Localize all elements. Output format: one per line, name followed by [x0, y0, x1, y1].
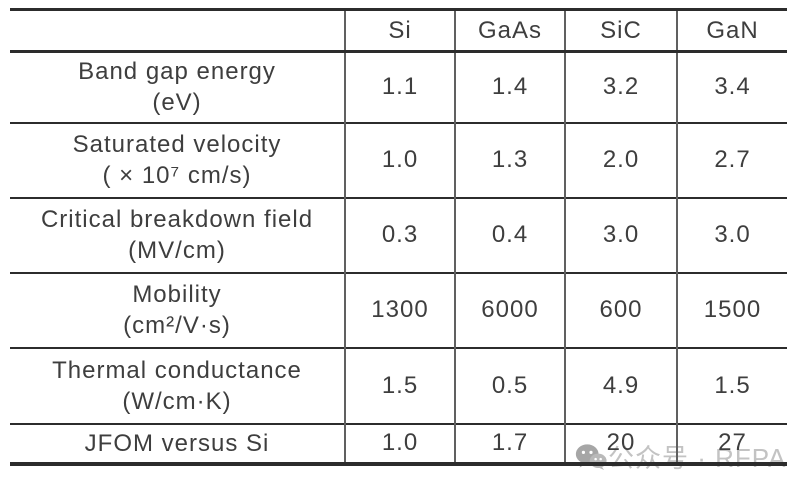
cell-value: 1.4 — [454, 51, 565, 123]
row-label-cell: Saturated velocity ( × 10⁷ cm/s) — [10, 123, 345, 198]
row-label-cell: Thermal conductance (W/cm·K) — [10, 348, 345, 424]
row-label: JFOM versus Si — [84, 429, 270, 457]
cell-value: 3.0 — [676, 197, 787, 273]
cell-value: 20 — [564, 423, 677, 464]
cell-value: 4.9 — [564, 347, 677, 424]
row-unit: (eV) — [152, 89, 202, 117]
row-unit: ( × 10⁷ cm/s) — [102, 162, 252, 189]
semiconductor-comparison-table: Si GaAs SiC GaN Band gap energy (eV) 1.1… — [10, 8, 787, 466]
row-label: Critical breakdown field — [40, 206, 314, 233]
cell-value: 1500 — [676, 272, 787, 348]
row-label-cell: JFOM versus Si — [10, 424, 345, 464]
cell-value: 0.5 — [454, 347, 565, 424]
header-empty-cell — [10, 10, 345, 52]
cell-value: 6000 — [454, 272, 565, 348]
cell-value: 1.0 — [344, 122, 455, 198]
cell-value: 0.3 — [344, 197, 455, 273]
row-label: Thermal conductance — [52, 356, 302, 384]
cell-value: 600 — [564, 272, 677, 348]
row-critical-breakdown-field: Critical breakdown field (MV/cm) 0.3 0.4… — [10, 197, 787, 273]
header-col-gan: GaN — [676, 9, 787, 52]
cell-value: 1300 — [344, 272, 455, 348]
header-row: Si GaAs SiC GaN — [10, 9, 787, 52]
cell-value: 1.5 — [676, 347, 787, 424]
row-jfom-versus-si: JFOM versus Si 1.0 1.7 20 27 — [10, 423, 787, 464]
cell-value: 1.5 — [344, 347, 455, 424]
header-col-si: Si — [344, 9, 455, 52]
row-mobility: Mobility (cm²/V·s) 1300 6000 600 1500 — [10, 272, 787, 348]
row-unit: (MV/cm) — [128, 237, 226, 264]
cell-value: 1.1 — [344, 51, 455, 123]
row-thermal-conductance: Thermal conductance (W/cm·K) 1.5 0.5 4.9… — [10, 347, 787, 424]
row-label: Mobility — [132, 281, 222, 308]
row-unit: (cm²/V·s) — [123, 312, 231, 339]
cell-value: 3.4 — [676, 51, 787, 123]
cell-value: 0.4 — [454, 197, 565, 273]
row-saturated-velocity: Saturated velocity ( × 10⁷ cm/s) 1.0 1.3… — [10, 122, 787, 198]
cell-value: 3.0 — [564, 197, 677, 273]
row-band-gap-energy: Band gap energy (eV) 1.1 1.4 3.2 3.4 — [10, 51, 787, 123]
row-label-cell: Critical breakdown field (MV/cm) — [10, 198, 345, 273]
cell-value: 1.3 — [454, 122, 565, 198]
cell-value: 27 — [676, 423, 787, 464]
cell-value: 1.0 — [344, 423, 455, 464]
cell-value: 1.7 — [454, 423, 565, 464]
row-label-cell: Mobility (cm²/V·s) — [10, 273, 345, 348]
row-label: Band gap energy — [78, 58, 276, 86]
cell-value: 2.0 — [564, 122, 677, 198]
row-label-cell: Band gap energy (eV) — [10, 52, 345, 123]
row-unit: (W/cm·K) — [122, 387, 232, 415]
header-col-gaas: GaAs — [454, 9, 565, 52]
row-label: Saturated velocity — [72, 131, 282, 158]
header-col-sic: SiC — [564, 9, 677, 52]
cell-value: 3.2 — [564, 51, 677, 123]
cell-value: 2.7 — [676, 122, 787, 198]
